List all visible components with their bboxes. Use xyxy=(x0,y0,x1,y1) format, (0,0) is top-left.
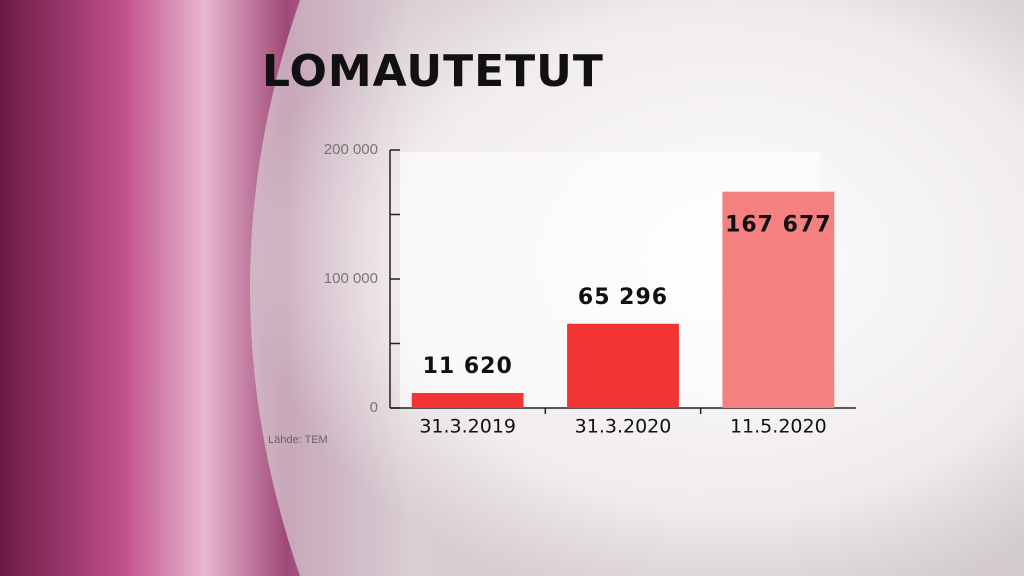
value-label: 167 677 xyxy=(725,213,832,238)
value-label: 65 296 xyxy=(578,285,668,310)
bar xyxy=(567,323,679,408)
x-tick-label: 31.3.2019 xyxy=(419,416,516,438)
x-tick-label: 11.5.2020 xyxy=(730,416,827,438)
y-tick-label: 200 000 xyxy=(324,141,378,158)
bar xyxy=(722,191,835,408)
chart-title: LOMAUTETUT xyxy=(262,46,604,97)
bar xyxy=(411,393,524,408)
source: Lähde: TEM xyxy=(268,434,328,446)
y-tick-label: 100 000 xyxy=(324,270,378,287)
x-tick-label: 31.3.2020 xyxy=(575,416,672,438)
y-tick-label: 0 xyxy=(370,399,378,416)
value-label: 11 620 xyxy=(423,354,513,379)
